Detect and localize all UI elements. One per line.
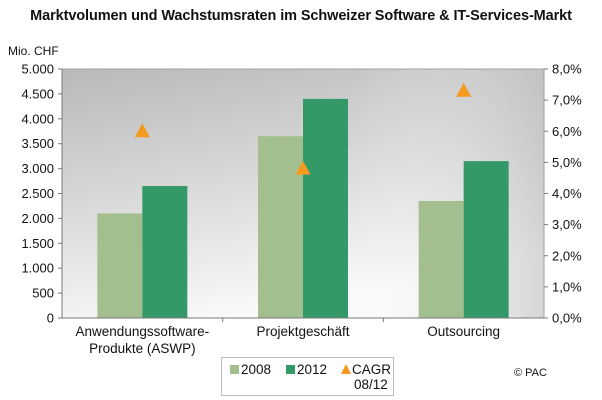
legend: 2008 2012 CAGR 08/12	[221, 357, 394, 396]
y-tick-label: 3.500	[21, 136, 54, 151]
legend-item-2008: 2008	[230, 362, 271, 377]
y2-tick-label: 8,0%	[552, 62, 582, 77]
y-tick-label: 4.500	[21, 86, 54, 101]
legend-item-2012: 2012	[286, 362, 327, 377]
bar-2008-1	[258, 136, 303, 318]
y-tick-label: 2.000	[21, 211, 54, 226]
y2-tick-label: 4,0%	[552, 186, 582, 201]
y-axis-label: Mio. CHF	[8, 44, 59, 58]
y-tick-label: 500	[32, 286, 54, 301]
category-label: Outsourcing	[427, 324, 500, 339]
legend-triangle-icon	[341, 364, 351, 374]
bar-2008-2	[418, 200, 464, 318]
legend-swatch-2012	[286, 365, 295, 374]
y2-tick-label: 7,0%	[552, 93, 582, 108]
chart-title: Marktvolumen und Wachstumsraten im Schwe…	[30, 8, 572, 24]
bar-2012-0	[142, 186, 188, 318]
y-tick-label: 5.000	[21, 62, 54, 77]
y-tick-label: 3.000	[21, 161, 54, 176]
legend-label-2008: 2008	[241, 362, 272, 377]
y-tick-label: 4.000	[21, 111, 54, 126]
y-tick-label: 2.500	[21, 186, 54, 201]
y-tick-label: 1.000	[21, 261, 54, 276]
y2-tick-label: 1,0%	[552, 279, 582, 294]
bar-2012-2	[463, 161, 509, 318]
legend-label-2012: 2012	[297, 362, 328, 377]
category-label: Produkte (ASWP)	[89, 341, 196, 356]
y2-tick-label: 6,0%	[552, 124, 582, 139]
source-credit: © PAC	[514, 367, 547, 379]
y2-tick-label: 0,0%	[552, 311, 582, 326]
legend-item-cagr: CAGR 08/12	[341, 362, 391, 392]
y-tick-label: 1.500	[21, 236, 54, 251]
category-label: Projektgeschäft	[256, 324, 349, 339]
y2-tick-label: 3,0%	[552, 217, 582, 232]
cagr-marker-2	[456, 82, 472, 97]
cagr-marker-1	[295, 160, 311, 175]
legend-swatch-2008	[230, 365, 239, 374]
legend-label-cagr-line2: 08/12	[354, 377, 388, 392]
y-tick-label: 0	[47, 311, 54, 326]
y2-tick-label: 5,0%	[552, 155, 582, 170]
bar-2012-1	[303, 98, 348, 318]
bar-2008-0	[97, 213, 143, 318]
y2-tick-label: 2,0%	[552, 248, 582, 263]
legend-label-cagr-line1: CAGR	[352, 362, 392, 377]
category-label: Anwendungssoftware-	[76, 324, 210, 339]
cagr-marker-0	[134, 123, 150, 138]
